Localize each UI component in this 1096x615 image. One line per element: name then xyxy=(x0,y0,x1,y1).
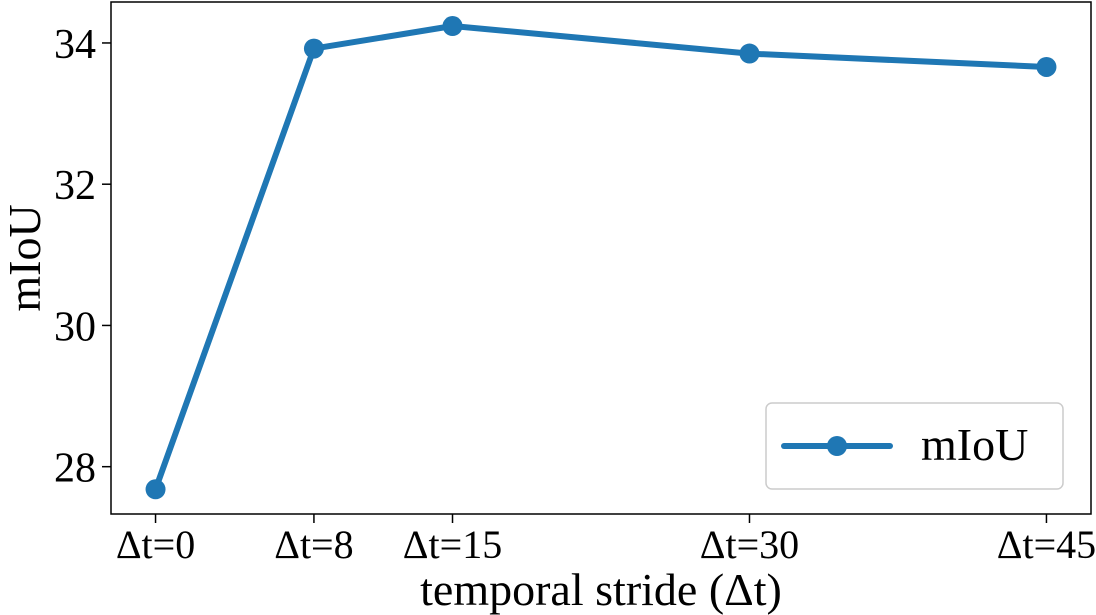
x-tick-label: Δt=8 xyxy=(274,522,353,567)
y-tick-label: 30 xyxy=(54,304,96,350)
legend: mIoU xyxy=(765,402,1064,490)
y-axis-label: mIoU xyxy=(0,204,50,311)
data-point xyxy=(1036,56,1057,77)
x-tick-label: Δt=30 xyxy=(700,522,799,567)
data-point xyxy=(739,43,760,64)
x-tick-label: Δt=45 xyxy=(997,522,1096,567)
legend-marker-icon xyxy=(827,436,847,456)
x-axis: Δt=0 Δt=8 Δt=15 Δt=30 Δt=45 xyxy=(116,514,1096,567)
y-tick-label: 32 xyxy=(54,163,96,209)
data-point xyxy=(145,479,166,500)
x-tick-label: Δt=15 xyxy=(403,522,502,567)
y-axis: 28 30 32 34 xyxy=(54,22,111,492)
data-point xyxy=(442,16,463,37)
data-point xyxy=(303,38,324,59)
y-tick-label: 34 xyxy=(54,22,96,68)
legend-label: mIoU xyxy=(921,419,1028,470)
plot-frame xyxy=(110,1,1092,515)
x-tick-label: Δt=0 xyxy=(116,522,195,567)
y-tick-label: 28 xyxy=(54,446,96,492)
x-axis-label: temporal stride (Δt) xyxy=(420,564,782,615)
series-points xyxy=(145,16,1057,500)
legend-box xyxy=(765,402,1064,490)
